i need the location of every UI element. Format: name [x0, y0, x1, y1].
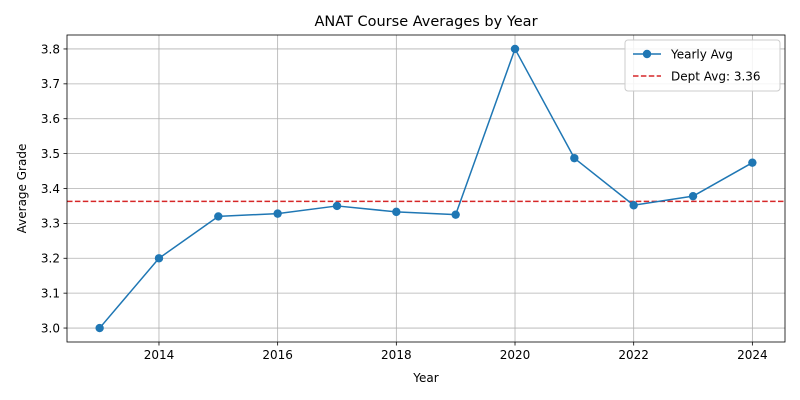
data-point	[332, 201, 342, 211]
data-point	[451, 210, 460, 219]
x-ticks: 2014 2016 2018 2020 2022 2024	[144, 342, 768, 362]
chart-title: ANAT Course Averages by Year	[314, 14, 537, 30]
x-tick-label: 2016	[262, 348, 293, 362]
legend-reference-label: Dept Avg: 3.36	[671, 70, 761, 84]
series-line	[99, 48, 753, 329]
legend: Yearly Avg Dept Avg: 3.36	[624, 39, 781, 92]
y-tick-label: 3.1	[41, 286, 60, 300]
y-tick-label: 3.6	[41, 112, 60, 126]
legend-series-label: Yearly Avg	[670, 48, 733, 62]
legend-series-swatch-marker	[642, 49, 652, 59]
data-point	[629, 201, 638, 210]
x-axis-title: Year	[412, 371, 438, 385]
data-point	[748, 158, 757, 167]
y-tick-label: 3.0	[41, 321, 60, 335]
data-point	[95, 323, 104, 333]
data-point	[510, 44, 520, 54]
data-point	[570, 153, 579, 163]
x-tick-label: 2024	[737, 348, 768, 362]
y-ticks: 3.0 3.1 3.2 3.3 3.4 3.5 3.6 3.7 3.8	[41, 42, 67, 335]
data-point	[688, 191, 698, 201]
data-point	[392, 207, 401, 217]
x-tick-label: 2020	[500, 348, 531, 362]
x-tick-label: 2022	[618, 348, 649, 362]
y-tick-label: 3.3	[41, 217, 60, 231]
x-tick-label: 2018	[381, 348, 412, 362]
x-tick-label: 2014	[144, 348, 175, 362]
series-layer	[95, 44, 757, 333]
y-tick-label: 3.2	[41, 252, 60, 266]
legend-box	[624, 39, 781, 92]
y-tick-label: 3.5	[41, 147, 60, 161]
y-tick-label: 3.4	[41, 182, 60, 196]
data-point	[154, 254, 164, 263]
data-point	[273, 209, 282, 218]
y-tick-label: 3.8	[41, 42, 60, 56]
y-tick-label: 3.7	[41, 77, 60, 91]
y-axis-title: Average Grade	[15, 144, 29, 234]
data-point	[214, 212, 223, 221]
